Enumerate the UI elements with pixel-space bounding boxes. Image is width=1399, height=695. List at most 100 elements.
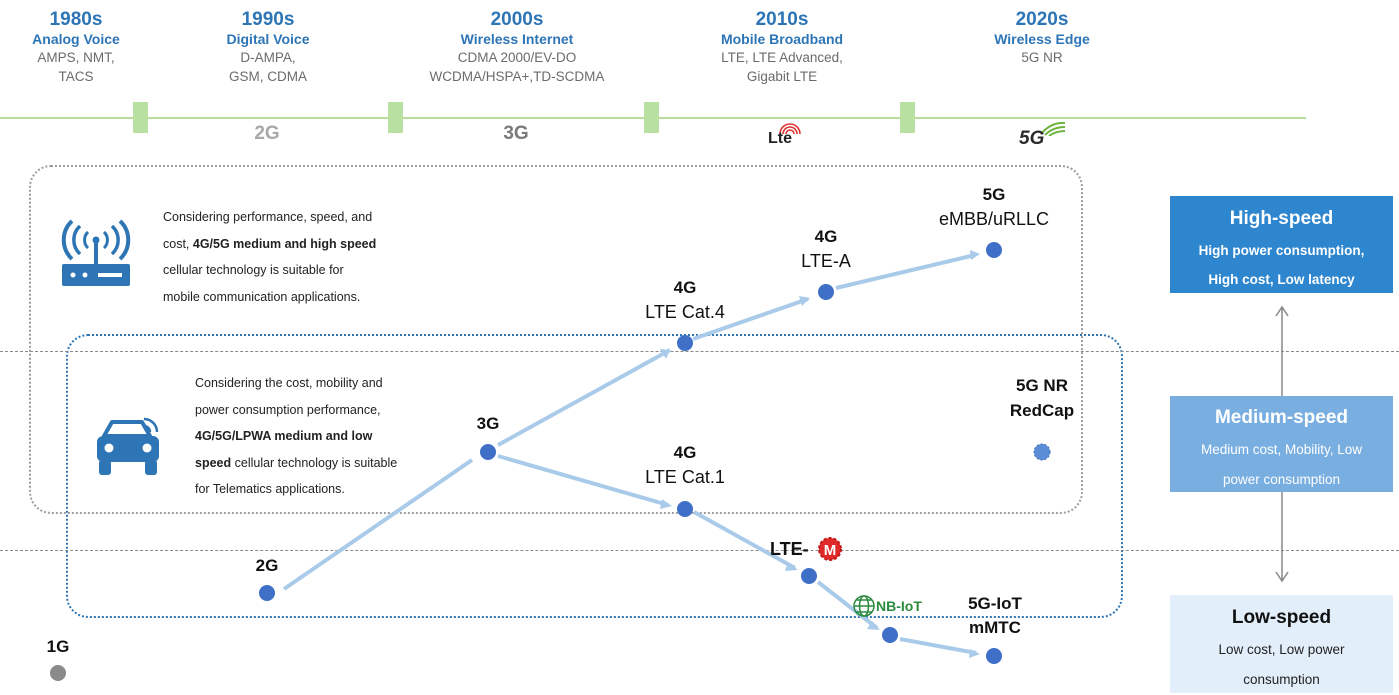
node-4g-cat1	[677, 501, 693, 517]
era-2010s: 2010s Mobile Broadband LTE, LTE Advanced…	[682, 8, 882, 86]
link-ltem-nbiot	[816, 580, 879, 630]
logo-5g: 5G	[1017, 120, 1067, 150]
era-tech: D-AMPA,	[240, 50, 296, 65]
era-year: 2000s	[490, 9, 544, 30]
desc-line: cost, 4G/5G medium and high speed	[163, 231, 376, 258]
label-gen: 2G	[255, 556, 279, 575]
era-2000s: 2000s Wireless Internet CDMA 2000/EV-DO …	[417, 8, 617, 86]
desc-line: power consumption performance,	[195, 402, 381, 417]
low-speed-panel: Low-speed Low cost, Low power consumptio…	[1170, 595, 1393, 693]
signal-icon	[1040, 121, 1066, 136]
label-name: RedCap	[1009, 401, 1075, 420]
era-tech: CDMA 2000/EV-DO	[457, 50, 577, 65]
logo-lte: Lte	[768, 122, 801, 148]
arrowhead	[799, 296, 810, 306]
link-2g-3g	[282, 458, 474, 591]
panel-desc: Low cost, Low power	[1218, 642, 1345, 657]
label-gen: 5G	[982, 185, 1006, 204]
node-1g	[50, 665, 66, 681]
label-3g: 3G	[458, 411, 518, 436]
desc-line: 4G/5G/LPWA medium and low	[195, 423, 397, 450]
era-tech: 5G NR	[1021, 50, 1063, 65]
label-gen: 4G	[814, 227, 838, 246]
link-nbiot-mmtc	[899, 637, 977, 655]
car-icon	[97, 417, 159, 475]
timeline-marker	[644, 102, 659, 133]
label-name: eMBB/uRLLC	[938, 209, 1050, 229]
era-year: 2020s	[1015, 9, 1069, 30]
label-gen: 5G-IoT	[968, 594, 1022, 613]
label-name: NB-IoT	[876, 598, 922, 614]
car-description: Considering the cost, mobility and power…	[195, 370, 397, 503]
desc-emphasis: 4G/5G medium and high speed	[192, 236, 377, 251]
node-lte-m	[801, 568, 817, 584]
panel-desc: High cost, Low latency	[1208, 272, 1355, 287]
label-gen: 4G	[673, 443, 697, 462]
era-tech: LTE, LTE Advanced,	[721, 50, 843, 65]
desc-line: Considering performance, speed, and	[163, 210, 373, 224]
logo-3g: 3G	[503, 123, 529, 144]
arrowhead	[785, 562, 798, 571]
panel-title: Medium-speed	[1214, 407, 1349, 428]
label-name: LTE Cat.1	[645, 467, 725, 487]
node-5g-embb	[986, 242, 1002, 258]
era-tech: Gigabit LTE	[746, 69, 818, 84]
nb-iot-globe-icon	[853, 595, 875, 617]
timeline-marker	[388, 102, 403, 133]
era-1990s: 1990s Digital Voice D-AMPA, GSM, CDMA	[168, 8, 368, 86]
panel-title: Low-speed	[1231, 607, 1332, 628]
era-tech: GSM, CDMA	[228, 69, 307, 84]
medium-low-divider	[0, 550, 1399, 551]
link-3g-cat1	[497, 454, 669, 507]
svg-text:M: M	[824, 542, 837, 559]
node-nb-iot	[882, 627, 898, 643]
router-description: Considering performance, speed, and cost…	[163, 204, 376, 310]
label-5g-redcap: 5G NR RedCap	[982, 373, 1102, 423]
panel-desc: High power consumption,	[1198, 243, 1365, 258]
era-name: Wireless Edge	[994, 31, 1090, 47]
era-tech: WCDMA/HSPA+,TD-SCDMA	[429, 69, 605, 84]
desc-line: for Telematics applications.	[195, 482, 345, 496]
desc-text: cellular technology is suitable	[231, 455, 398, 470]
label-name: LTE Cat.4	[645, 302, 725, 322]
label-lte-m: LTE-	[770, 537, 820, 562]
desc-emphasis: 4G/5G/LPWA medium and low	[195, 429, 373, 443]
label-1g: 1G	[28, 634, 88, 659]
label-gen: 5G NR	[1016, 376, 1068, 395]
era-name: Wireless Internet	[460, 31, 574, 47]
desc-line: Considering the cost, mobility and	[195, 376, 383, 390]
mobile-communication-group	[29, 165, 1083, 514]
desc-text: cost,	[163, 236, 193, 251]
lte-logo-text: Lte	[768, 130, 792, 147]
label-gen: 1G	[46, 637, 70, 656]
era-name: Mobile Broadband	[720, 31, 844, 47]
lte-m-badge-icon: M	[818, 537, 842, 561]
label-2g: 2G	[237, 553, 297, 578]
desc-line: speed cellular technology is suitable	[195, 450, 397, 477]
node-5g-redcap	[1033, 443, 1051, 461]
panel-desc: power consumption	[1222, 472, 1341, 487]
panel-desc: consumption	[1243, 672, 1320, 687]
signal-icon	[779, 123, 801, 135]
arrowhead	[660, 349, 670, 359]
arrowhead	[969, 649, 980, 658]
label-name: mMTC	[969, 618, 1021, 637]
era-name: Analog Voice	[32, 31, 120, 47]
label-5g-mmtc: 5G-IoT mMTC	[950, 592, 1040, 640]
arrowheads	[660, 250, 980, 658]
node-4g-ltea	[818, 284, 834, 300]
desc-emphasis: speed	[195, 455, 232, 470]
node-3g	[480, 444, 496, 460]
node-5g-mmtc	[986, 648, 1002, 664]
link-3g-cat4	[497, 348, 671, 447]
era-tech: TACS	[58, 69, 94, 84]
arrowhead	[867, 621, 880, 630]
node-2g	[259, 585, 275, 601]
era-name: Digital Voice	[226, 31, 310, 47]
panel-desc: Medium cost, Mobility, Low	[1200, 442, 1363, 457]
link-ltea-embb	[835, 253, 976, 290]
arrowhead	[660, 499, 672, 509]
label-4g-cat4: 4G LTE Cat.4	[605, 277, 765, 325]
label-nb-iot: NB-IoT	[876, 594, 936, 619]
